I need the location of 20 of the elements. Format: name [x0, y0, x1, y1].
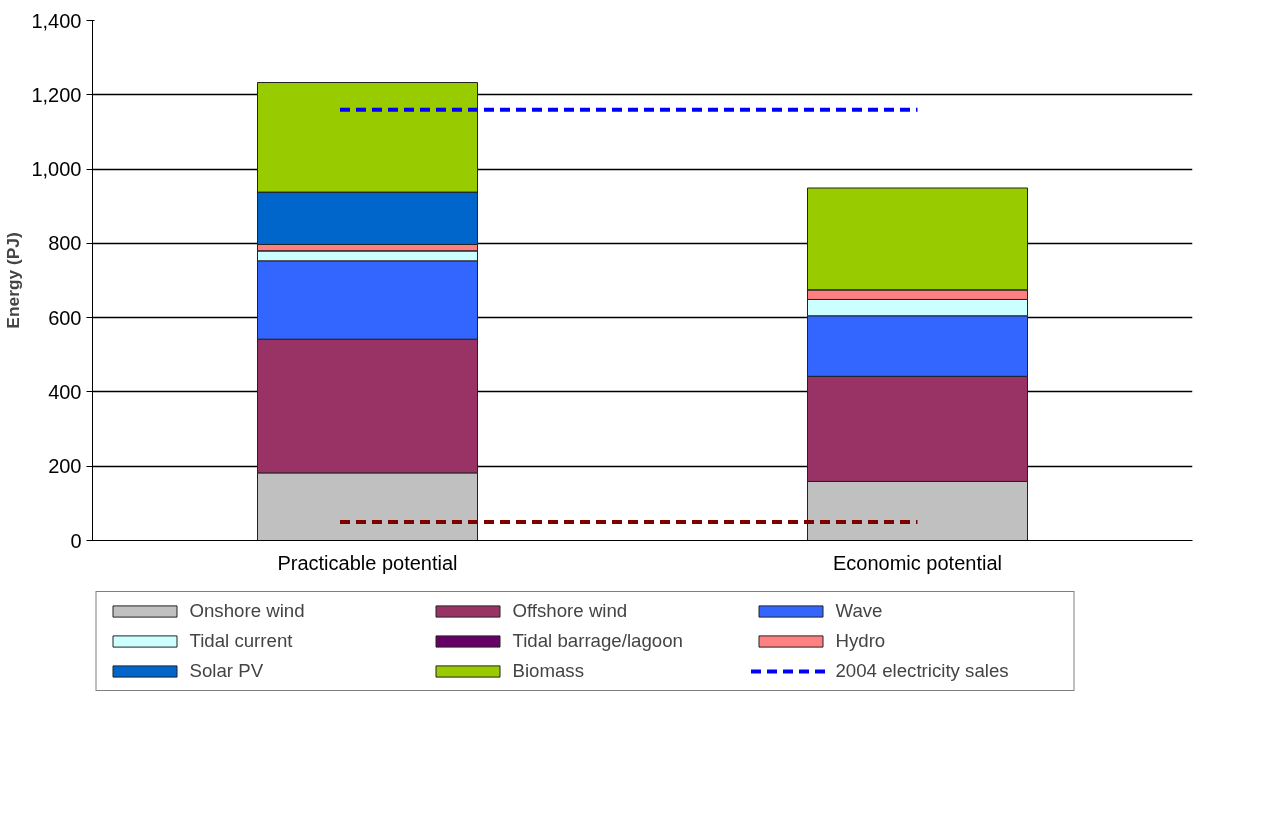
legend-label: Solar PV — [189, 660, 265, 682]
x-tick-label: Economic potential — [833, 551, 1002, 574]
y-tick-label: 600 — [48, 306, 82, 329]
y-axis-title: Energy (PJ) — [3, 232, 24, 329]
legend-label: Tidal barrage/lagoon — [512, 630, 684, 652]
legend-label: Tidal current — [189, 630, 294, 652]
y-tick-label: 800 — [48, 232, 82, 255]
x-tick-label: Practicable potential — [277, 551, 458, 574]
y-tick-label: 1,200 — [31, 83, 82, 106]
y-tick-label: 1,000 — [31, 158, 82, 181]
y-tick-label: 1,400 — [31, 9, 82, 32]
legend-label: Wave — [835, 600, 884, 622]
legend-label: Hydro — [835, 630, 887, 652]
y-tick-label: 200 — [48, 455, 82, 478]
legend-label: Biomass — [512, 660, 586, 682]
y-tick-label: 0 — [70, 529, 82, 552]
legend-label: 2004 electricity sales — [835, 660, 1010, 682]
y-tick-label: 400 — [48, 380, 82, 403]
legend-label: Offshore wind — [512, 600, 629, 622]
legend-label: Onshore wind — [189, 600, 306, 622]
